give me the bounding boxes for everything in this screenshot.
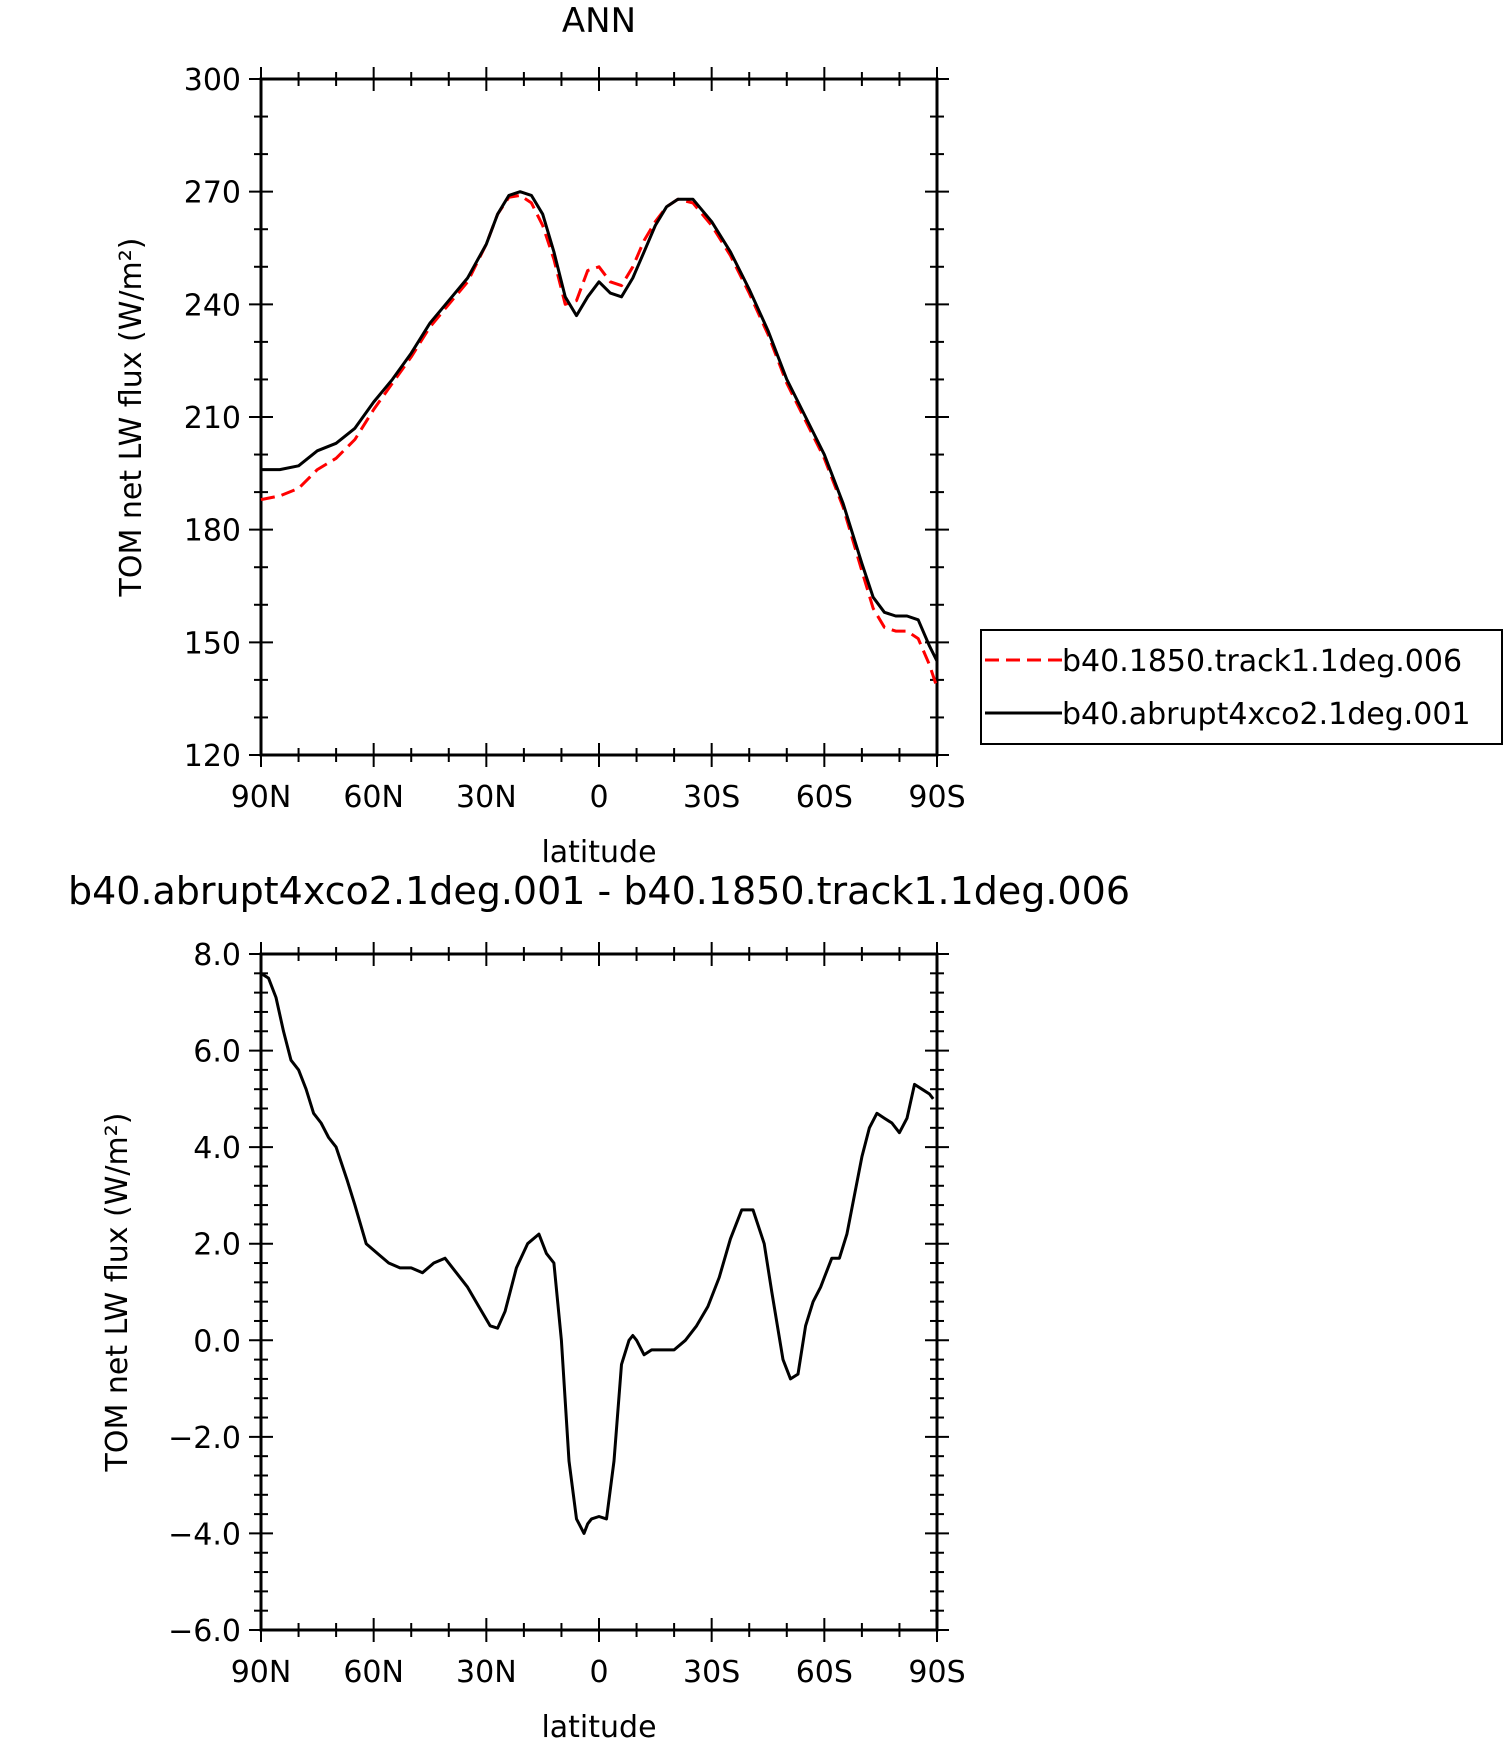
x-tick-label: 0	[589, 1655, 608, 1690]
bottom-y-axis-label: TOM net LW flux (W/m²)	[100, 1113, 135, 1473]
legend-label-4xco2: b40.abrupt4xco2.1deg.001	[1062, 697, 1471, 732]
x-tick-label: 30S	[683, 780, 740, 815]
x-tick-label: 0	[589, 780, 608, 815]
y-tick-label: 210	[184, 401, 241, 436]
y-tick-label: 270	[184, 176, 241, 211]
y-tick-label: 180	[184, 514, 241, 549]
y-tick-label: 0.0	[193, 1324, 241, 1359]
bot-series-line-0	[260, 972, 935, 1535]
x-tick-label: 60S	[796, 1655, 853, 1690]
x-tick-label: 90S	[908, 1655, 965, 1690]
x-tick-label: 30N	[456, 1655, 517, 1690]
y-tick-label: 240	[184, 288, 241, 323]
y-tick-label: 2.0	[193, 1228, 241, 1263]
bottom-y-tick-labels: −6.0 −4.0 −2.0 0.0 2.0 4.0 6.0 8.0	[168, 938, 241, 1649]
x-tick-label: 60N	[343, 780, 404, 815]
y-tick-label: 150	[184, 626, 241, 661]
top-panel: ANN 120 150 180 210 240 270 300 90N 60N 30N 0 30S 6…	[114, 1, 1503, 870]
y-tick-label: −2.0	[168, 1421, 241, 1456]
bottom-x-axis-label: latitude	[541, 1710, 656, 1743]
top-series-group	[260, 190, 939, 688]
top-x-tick-labels: 90N 60N 30N 0 30S 60S 90S	[231, 780, 966, 815]
x-tick-label: 90N	[231, 1655, 292, 1690]
legend-label-control: b40.1850.track1.1deg.006	[1062, 644, 1462, 679]
top-ticks	[249, 67, 949, 767]
y-tick-label: 6.0	[193, 1035, 241, 1070]
x-tick-label: 90S	[908, 780, 965, 815]
x-tick-label: 90N	[231, 780, 292, 815]
x-tick-label: 60S	[796, 780, 853, 815]
y-tick-label: −6.0	[168, 1614, 241, 1649]
bottom-plot-frame	[259, 952, 939, 1632]
bottom-x-tick-labels: 90N 60N 30N 0 30S 60S 90S	[231, 1655, 966, 1690]
x-tick-label: 30S	[683, 1655, 740, 1690]
bottom-series-group	[260, 972, 935, 1535]
y-tick-label: −4.0	[168, 1517, 241, 1552]
y-tick-label: 8.0	[193, 938, 241, 973]
y-tick-label: 4.0	[193, 1131, 241, 1166]
x-tick-label: 30N	[456, 780, 517, 815]
top-y-axis-label: TOM net LW flux (W/m²)	[114, 238, 149, 598]
bottom-chart-title: b40.abrupt4xco2.1deg.001 - b40.1850.trac…	[68, 869, 1130, 913]
y-tick-label: 300	[184, 63, 241, 98]
legend-box	[980, 629, 1503, 745]
y-tick-label: 120	[184, 739, 241, 774]
x-tick-label: 60N	[343, 1655, 404, 1690]
top-series-line-0	[260, 193, 939, 688]
bottom-ticks	[249, 942, 949, 1642]
top-x-axis-label: latitude	[541, 835, 656, 870]
top-chart-title: ANN	[562, 1, 636, 41]
top-y-tick-labels: 120 150 180 210 240 270 300	[184, 63, 241, 774]
legend: b40.1850.track1.1deg.006 b40.abrupt4xco2…	[980, 629, 1503, 745]
top-series-line-1	[261, 190, 939, 662]
bottom-panel: b40.abrupt4xco2.1deg.001 - b40.1850.trac…	[68, 869, 1130, 1743]
